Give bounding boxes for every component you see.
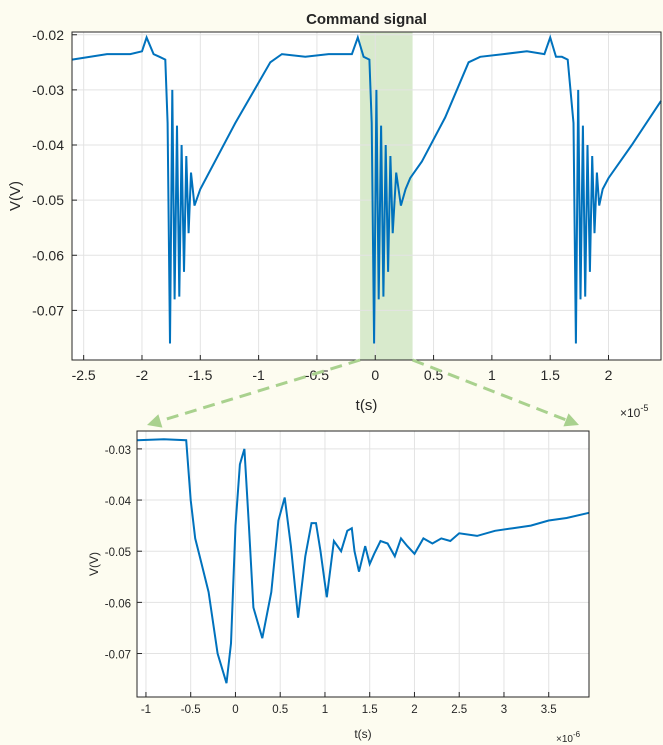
y-tick-label: -0.06 [105, 598, 131, 610]
main-x-axis-label: t(s) [356, 397, 378, 414]
x-tick-label: 1 [322, 704, 328, 716]
main-chart-title: Command signal [306, 11, 427, 28]
zoom-tick-labels: -1 -0.5 0 0.5 1 1.5 2 2.5 3 3.5 -0.07 -0.06 -0.05 -0.… [105, 445, 557, 716]
main-axes-box [71, 31, 662, 361]
x-tick-label: 0 [371, 367, 379, 383]
zoom-y-axis-label: V(V) [87, 552, 101, 576]
y-tick-label: -0.06 [32, 247, 64, 263]
zoom-plot-area [137, 431, 589, 697]
zoom-x-axis-label: t(s) [354, 727, 371, 741]
zoom-x-exponent: ×10-6 [556, 730, 581, 745]
y-tick-label: -0.04 [32, 137, 64, 153]
zoom-arrow-right [412, 358, 567, 422]
main-chart: -2.5 -2 -1.5 -1 -0.5 0 0.5 1 1.5 2-0.07-0.06-0.05… [7, 11, 662, 420]
zoom-chart: -1 -0.5 0 0.5 1 1.5 2 2.5 3 3.5 -0.07 -0.06 -0.05 -0.… [87, 430, 590, 745]
x-tick-label: 2 [411, 704, 417, 716]
x-tick-label: -2.5 [72, 367, 96, 383]
x-tick-label: -1.5 [188, 367, 212, 383]
x-tick-label: 3 [501, 704, 507, 716]
x-tick-label: 0.5 [272, 704, 288, 716]
x-tick-label: 2 [605, 367, 613, 383]
y-tick-label: -0.07 [105, 650, 131, 662]
y-tick-label: -0.05 [105, 547, 131, 559]
zoom-arrowhead-left [147, 414, 163, 428]
zoom-signal-line [136, 438, 590, 684]
y-tick-label: -0.05 [32, 192, 64, 208]
x-tick-label: -1 [252, 367, 265, 383]
main-signal-line [71, 34, 662, 344]
y-tick-label: -0.03 [105, 445, 131, 457]
x-tick-label: 2.5 [451, 704, 467, 716]
main-y-axis-label: V(V) [7, 181, 24, 211]
x-tick-label: -0.5 [181, 704, 201, 716]
zoom-axes-box [136, 430, 590, 698]
x-tick-label: -0.5 [305, 367, 329, 383]
x-tick-label: -1 [141, 704, 151, 716]
main-tick-labels: -2.5 -2 -1.5 -1 -0.5 0 0.5 1 1.5 2-0.07-0.06-0.05… [32, 27, 613, 383]
x-tick-label: 1.5 [362, 704, 378, 716]
y-tick-label: -0.07 [32, 302, 64, 318]
zoom-arrow-left [159, 358, 361, 423]
main-x-exponent: ×10-5 [620, 403, 648, 420]
y-tick-label: -0.02 [32, 27, 64, 43]
zoom-arrows [147, 358, 579, 428]
x-tick-label: 3.5 [541, 704, 557, 716]
zoom-arrowhead-right [563, 413, 579, 427]
y-tick-label: -0.03 [32, 82, 64, 98]
y-tick-label: -0.04 [105, 496, 132, 508]
x-tick-label: -2 [136, 367, 149, 383]
x-tick-label: 1.5 [540, 367, 560, 383]
x-tick-label: 0 [232, 704, 238, 716]
x-tick-label: 1 [488, 367, 496, 383]
